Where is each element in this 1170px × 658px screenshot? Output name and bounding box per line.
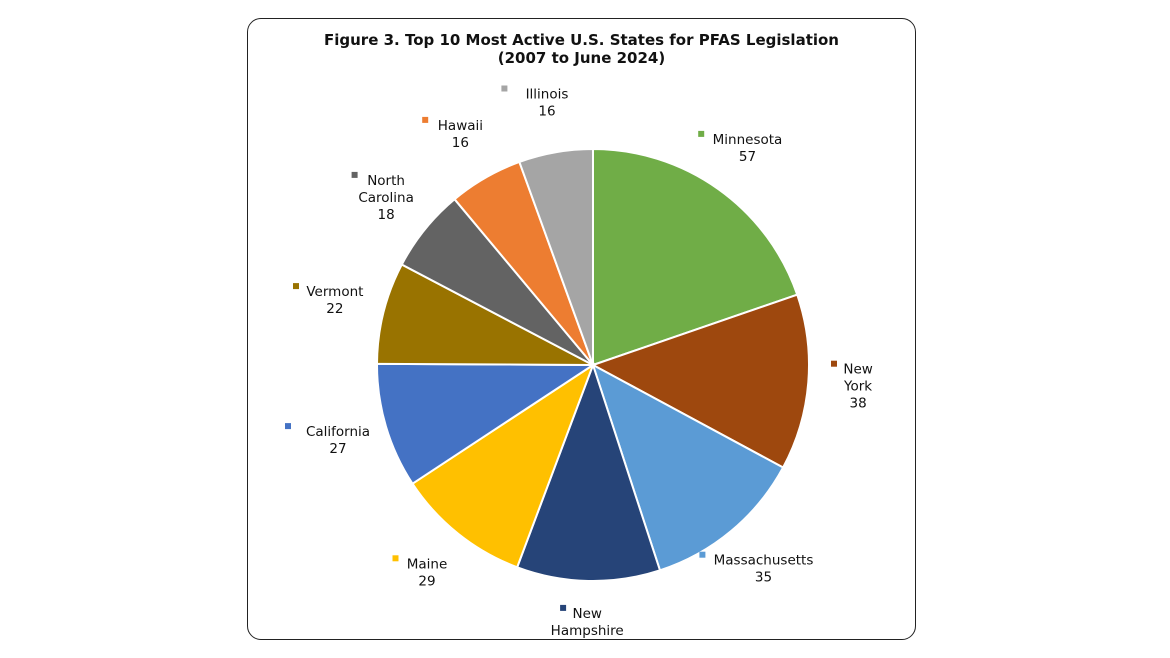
data-label-category: New [843,362,872,378]
legend-marker-massachusetts [699,551,706,558]
data-label-value: 31 [579,640,596,641]
slice-label-new-hampshire: NewHampshire31 [551,604,624,641]
data-label-category: New [572,606,601,622]
data-label-category: Minnesota [713,132,783,148]
chart-title-block: Figure 3. Top 10 Most Active U.S. States… [248,31,915,67]
pie-slice-vermont [375,263,594,366]
legend-marker-hawaii [422,116,429,123]
legend-marker-north-carolina [351,171,358,178]
chart-subtitle: (2007 to June 2024) [497,49,666,67]
legend-marker-california [285,423,291,430]
legend-marker-new-york [831,360,837,367]
legend-marker-maine [392,555,399,562]
pie-slice-new-hampshire [515,361,662,582]
data-label-value: 18 [378,207,395,223]
chart-frame: Figure 3. Top 10 Most Active U.S. States… [247,18,916,641]
pie-slices [375,147,810,582]
pie-slice-california [375,362,597,486]
pie-slice-minnesota [592,147,799,367]
legend-marker-new-hampshire [560,604,567,611]
data-label-value: 27 [329,441,346,457]
data-label-value: 38 [850,396,867,412]
data-label-category: Hampshire [551,623,624,639]
chart-title: Figure 3. Top 10 Most Active U.S. States… [324,31,839,49]
pie-chart: Minnesota57NewYork38Massachusetts35NewHa… [285,85,873,641]
pie-labels: Minnesota57NewYork38Massachusetts35NewHa… [285,85,873,641]
legend-marker-illinois [501,85,508,92]
data-label-value: 22 [326,301,343,317]
data-label-category: Massachusetts [714,553,814,569]
pie-slice-maine [411,362,596,569]
legend-marker-minnesota [698,130,705,137]
data-label-category: Hawaii [438,118,483,134]
data-label-value: 35 [755,570,772,586]
data-label-category: York [843,379,872,395]
data-label-value: 57 [739,149,756,165]
data-label-value: 16 [452,135,469,151]
data-label-category: North [367,173,405,189]
data-label-category: Illinois [526,87,569,103]
legend-marker-vermont [293,283,299,290]
data-label-category: Vermont [306,284,363,300]
pie-slice-illinois [518,147,594,366]
data-label-value: 29 [418,573,435,589]
data-label-category: Carolina [358,190,414,206]
data-label-category: Maine [407,556,448,572]
data-label-category: California [306,424,370,440]
data-label-value: 16 [538,104,555,120]
pie-slice-massachusetts [591,362,785,572]
pie-slice-new-york [590,293,810,469]
